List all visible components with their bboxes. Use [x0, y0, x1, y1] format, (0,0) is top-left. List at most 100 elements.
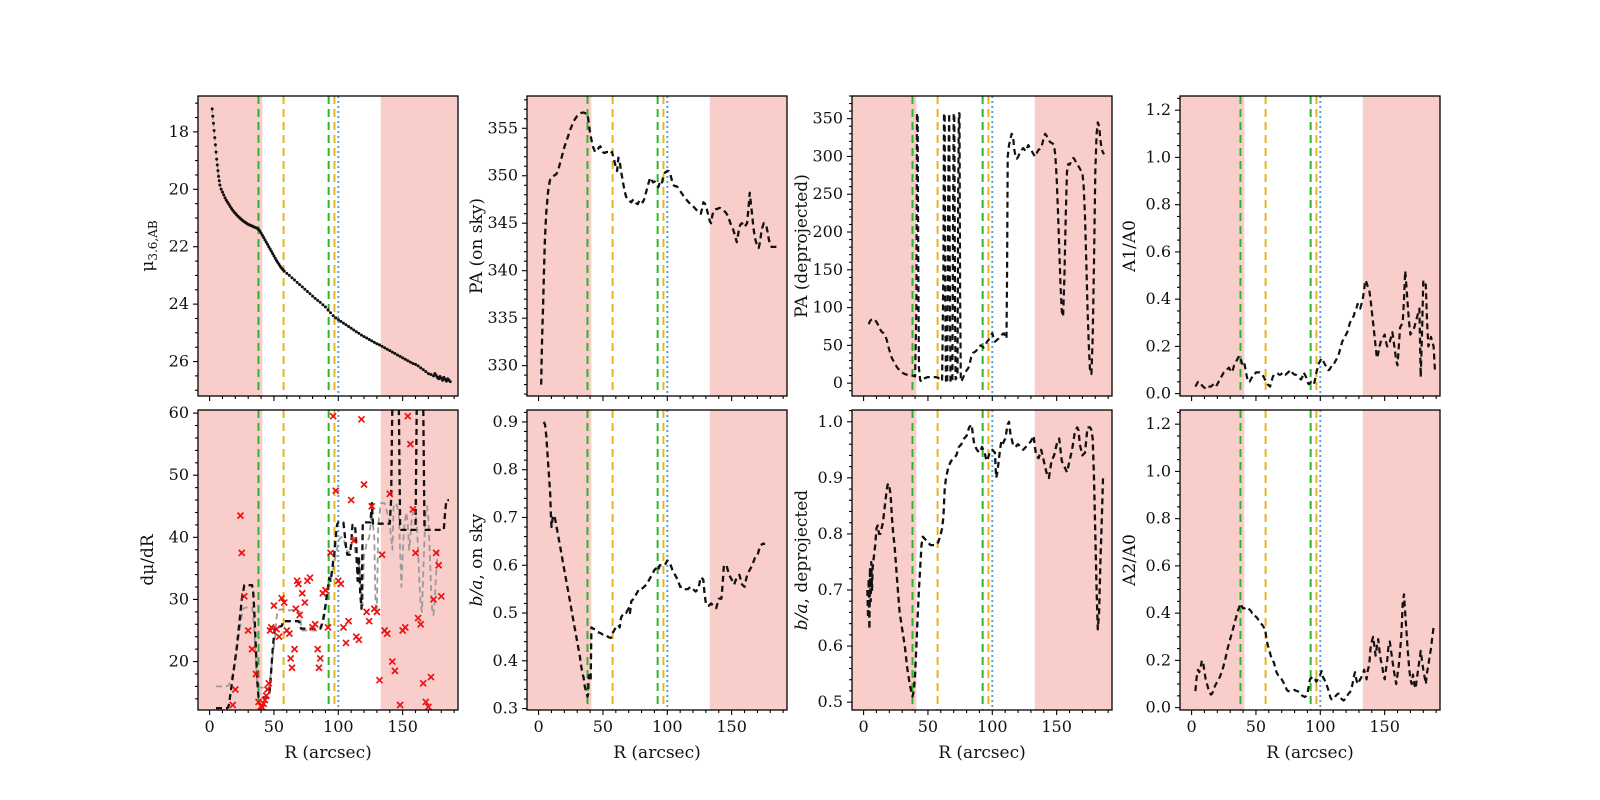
y-tick-label: 0.5 — [818, 692, 843, 711]
axis-ticks — [522, 411, 784, 715]
x-tick-label: 100 — [652, 717, 683, 736]
y-tick-label: 22 — [169, 237, 189, 256]
panel-ba-on-sky: 0 50 100 150 0.3 0.4 0.5 0.6 0.7 0.8 0.9 R (arcsec)… — [467, 409, 788, 763]
masked-region — [198, 410, 263, 710]
panel-ba-deprojected: 0 50 100 150 0.5 0.6 0.7 0.8 0.9 1.0 R (arcsec) b/a… — [792, 409, 1113, 763]
y-tick-label: 0.4 — [1146, 603, 1171, 622]
y-tick-label: 1.2 — [1146, 100, 1171, 119]
axis-ticks — [1175, 411, 1437, 715]
y-tick-label: 300 — [812, 146, 843, 165]
y-tick-label: 1.0 — [1146, 461, 1171, 480]
axes-frame — [526, 409, 788, 711]
x-tick-label: 150 — [1369, 717, 1400, 736]
x-tick-label: 150 — [1041, 717, 1072, 736]
y-tick-label: 40 — [169, 527, 189, 546]
x-tick-label: 50 — [918, 717, 938, 736]
y-tick-label: 330 — [487, 356, 518, 375]
x-tick-label: 0 — [858, 717, 868, 736]
axes-frame — [851, 409, 1113, 711]
y-tick-label: 50 — [823, 335, 843, 354]
series-pa-sky-profile — [540, 111, 778, 385]
y-tick-label: 0.8 — [1146, 509, 1171, 528]
x-tick-label: 0 — [1186, 717, 1196, 736]
y-tick-label: 24 — [169, 294, 189, 313]
series-a2a0-profile — [1194, 593, 1435, 702]
series-dmudr-steps — [216, 410, 449, 710]
y-axis-label: b/a, on sky — [467, 513, 487, 606]
masked-region — [1180, 96, 1245, 396]
y-axis-label: b/a, deprojected — [792, 490, 812, 630]
y-tick-label: 340 — [487, 261, 518, 280]
x-tick-label: 150 — [716, 717, 747, 736]
axes-frame — [526, 95, 788, 397]
y-tick-label: 0.7 — [493, 507, 518, 526]
y-axis-label: dμ/dR — [138, 533, 158, 586]
y-tick-label: 345 — [487, 213, 518, 232]
axes-frame — [1179, 409, 1441, 711]
panel-dmu-dr: 0 50 100 150 20 30 40 50 60 R (arcsec) dμ/dR — [138, 403, 459, 763]
axes-frame — [197, 95, 459, 397]
series-ba-sky-profile — [542, 421, 766, 698]
y-axis-label: A1/A0 — [1120, 220, 1140, 273]
axis-ticks — [522, 99, 784, 401]
axes-frame — [197, 409, 459, 711]
y-tick-label: 0.4 — [1146, 289, 1171, 308]
panel-a1a0: 0.0 0.2 0.4 0.6 0.8 1.0 1.2 A1/A0 — [1120, 95, 1441, 403]
y-tick-label: 0.4 — [493, 651, 518, 670]
y-tick-label: 1.0 — [1146, 147, 1171, 166]
masked-region — [1180, 410, 1245, 710]
y-axis-label: A2/A0 — [1120, 534, 1140, 587]
y-tick-label: 350 — [487, 166, 518, 185]
y-tick-label: 0.7 — [818, 580, 843, 599]
y-tick-label: 0.9 — [493, 412, 518, 431]
axis-ticks — [193, 412, 455, 715]
series-mu-profile — [210, 107, 452, 384]
x-tick-label: 0 — [533, 717, 543, 736]
y-tick-label: 100 — [812, 298, 843, 317]
masked-region — [1034, 410, 1112, 710]
y-tick-label: 355 — [487, 118, 518, 137]
axis-ticks — [847, 95, 1109, 401]
y-tick-label: 0.0 — [1146, 384, 1171, 403]
x-tick-label: 50 — [593, 717, 613, 736]
y-tick-label: 0 — [833, 373, 843, 392]
y-tick-label: 0.6 — [493, 555, 518, 574]
x-axis-label: R (arcsec) — [284, 743, 372, 763]
x-tick-label: 150 — [387, 717, 418, 736]
y-tick-label: 335 — [487, 308, 518, 327]
y-tick-label: 250 — [812, 184, 843, 203]
x-axis-label: R (arcsec) — [613, 743, 701, 763]
masked-region — [198, 96, 263, 396]
series-a1a0-profile — [1194, 269, 1436, 390]
masked-region — [1034, 96, 1112, 396]
panel-pa-deprojected: 0 50 100 150 200 250 300 350 PA (deprojected) — [792, 95, 1113, 401]
masked-region — [380, 96, 458, 396]
y-tick-label: 0.3 — [493, 699, 518, 718]
y-tick-label: 0.0 — [1146, 698, 1171, 717]
y-tick-label: 1.2 — [1146, 414, 1171, 433]
y-tick-label: 18 — [169, 122, 189, 141]
series-dmudr-smooth — [216, 502, 440, 689]
x-tick-label: 50 — [1246, 717, 1266, 736]
y-tick-label: 350 — [812, 109, 843, 128]
y-tick-label: 30 — [169, 589, 189, 608]
x-tick-label: 50 — [264, 717, 284, 736]
y-tick-label: 200 — [812, 222, 843, 241]
y-tick-label: 150 — [812, 260, 843, 279]
y-axis-label: PA (deprojected) — [792, 174, 812, 318]
x-axis-label: R (arcsec) — [938, 743, 1026, 763]
y-tick-label: 60 — [169, 403, 189, 422]
x-tick-label: 100 — [323, 717, 354, 736]
series-ba-deproj-profile — [866, 420, 1106, 698]
masked-region — [852, 410, 917, 710]
y-tick-label: 0.2 — [1146, 650, 1171, 669]
y-tick-label: 20 — [169, 652, 189, 671]
y-tick-label: 0.6 — [1146, 556, 1171, 575]
masked-region — [709, 410, 787, 710]
y-tick-label: 0.2 — [1146, 336, 1171, 355]
masked-region — [1362, 410, 1440, 710]
y-tick-label: 0.8 — [493, 460, 518, 479]
y-tick-label: 0.8 — [1146, 195, 1171, 214]
y-tick-label: 0.6 — [818, 636, 843, 655]
